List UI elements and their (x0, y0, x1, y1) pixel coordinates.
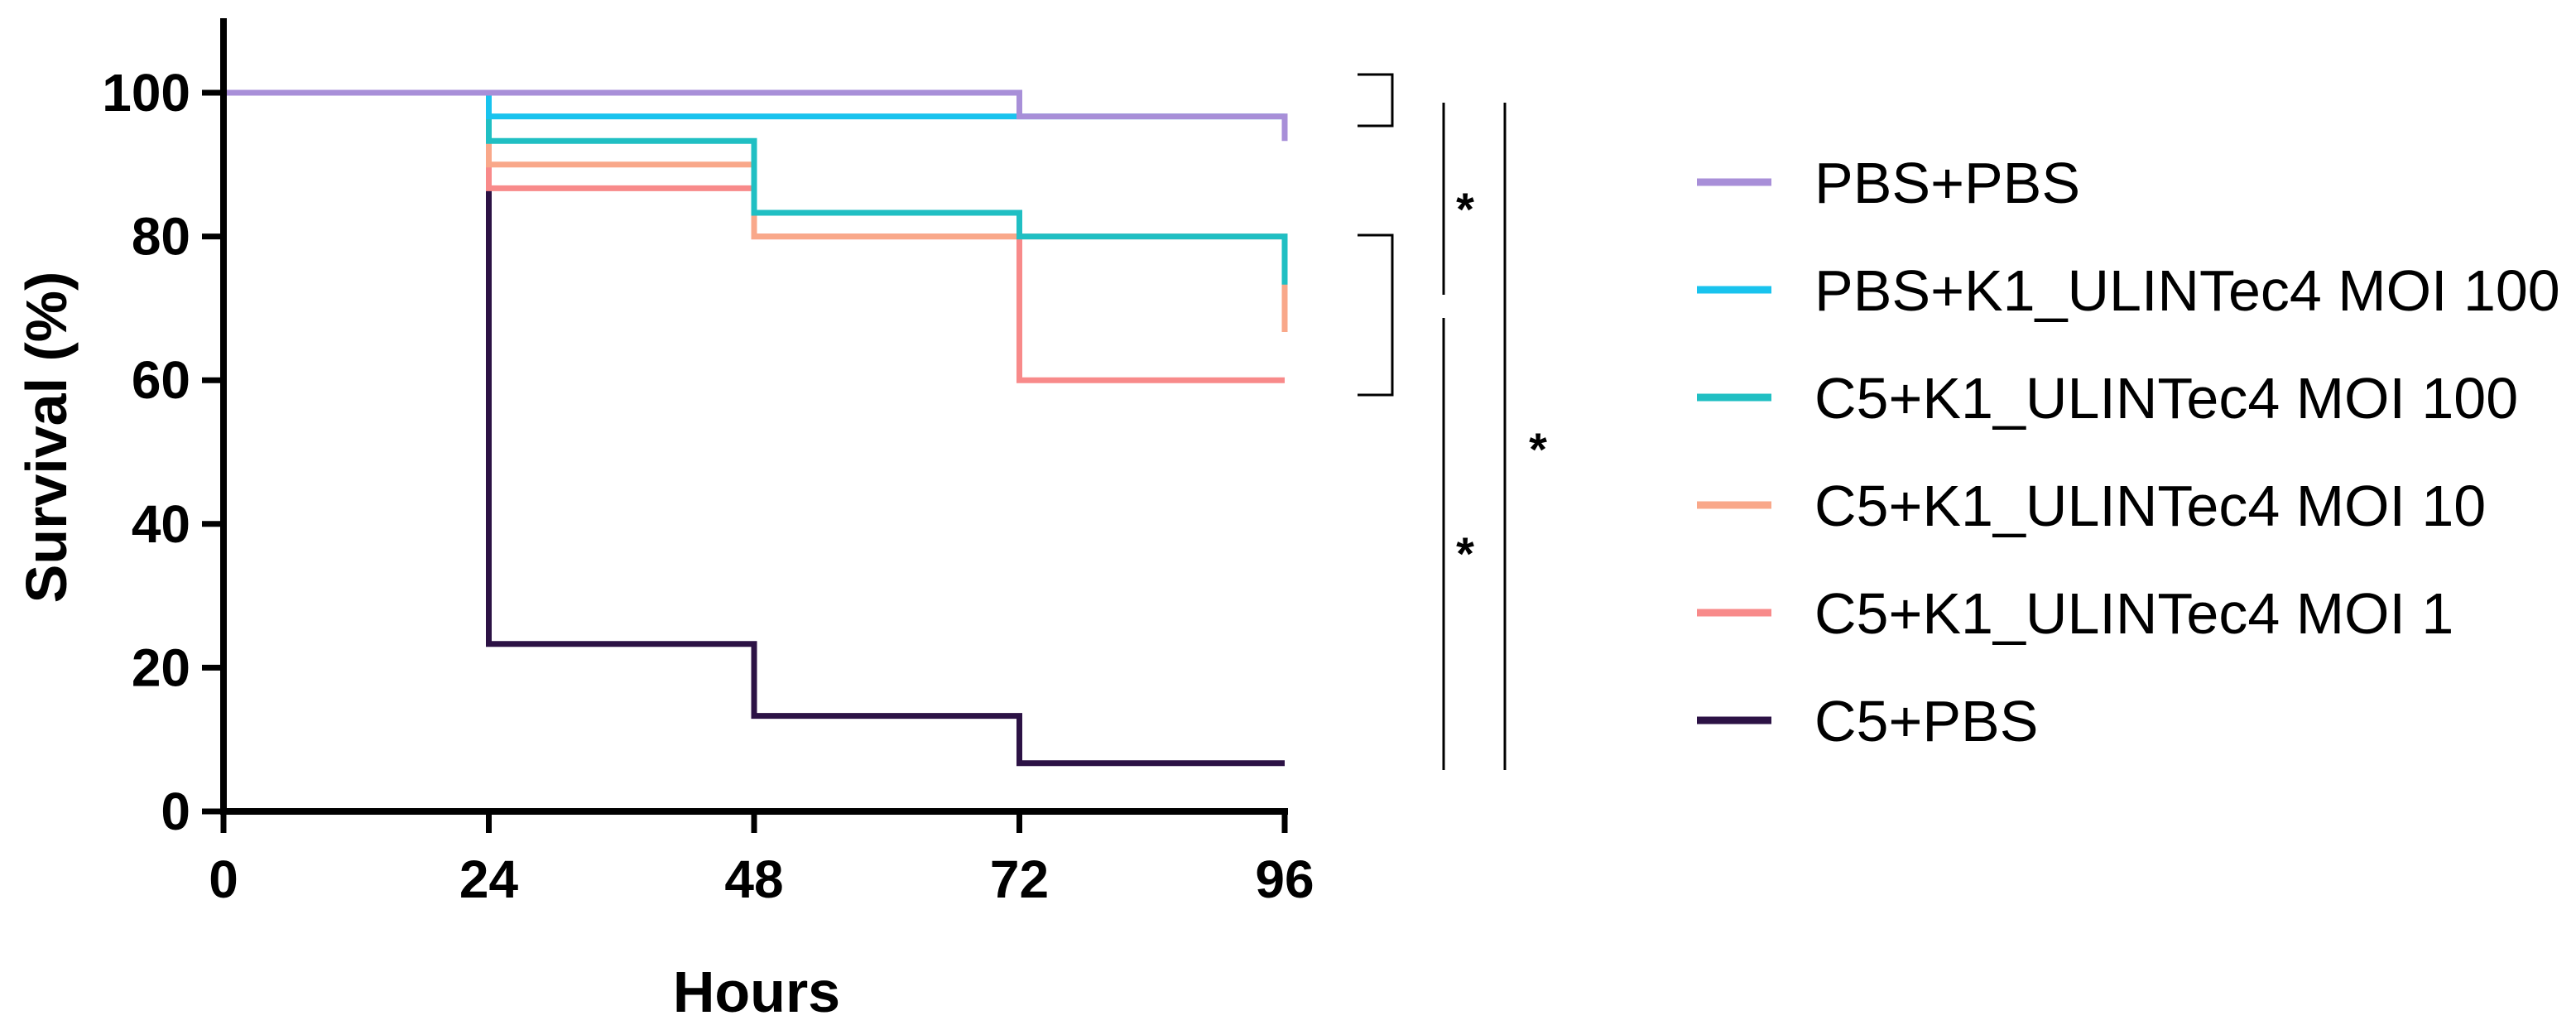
x-tick-label: 0 (209, 850, 238, 909)
y-tick-label: 80 (132, 207, 190, 267)
x-ticks: 0 24 48 72 96 (209, 811, 1314, 909)
x-tick-label: 96 (1255, 850, 1314, 909)
series-line-pbs-k1-ulintec4-moi-100 (223, 89, 1285, 120)
legend-label-c5-k1-ulintec4-moi-100: C5+K1_ULINTec4 MOI 100 (1814, 366, 2518, 431)
plot-lines (223, 89, 1288, 767)
x-tick-label: 24 (459, 850, 519, 909)
x-tick-label: 72 (990, 850, 1049, 909)
x-axis-title: Hours (673, 960, 840, 1024)
legend-label-pbs-pbs: PBS+PBS (1814, 151, 2080, 215)
y-tick-label: 0 (161, 782, 190, 841)
legend: PBS+PBS PBS+K1_ULINTec4 MOI 100 C5+K1_ULIN… (1697, 151, 2560, 753)
series-line-c5-k1-ulintec4-moi-100 (223, 89, 1288, 285)
significance-brackets (1358, 73, 1507, 770)
series-line-pbs-pbs (223, 89, 1288, 142)
legend-label-c5-k1-ulintec4-moi-1: C5+K1_ULINTec4 MOI 1 (1814, 581, 2453, 646)
legend-label-c5-k1-ulintec4-moi-10: C5+K1_ULINTec4 MOI 10 (1814, 474, 2486, 538)
significance-star-1: * (1456, 183, 1474, 235)
legend-label-pbs-k1-ulintec4-moi-100: PBS+K1_ULINTec4 MOI 100 (1814, 258, 2560, 323)
bracket-top (1358, 73, 1394, 128)
y-tick-label: 20 (132, 638, 190, 697)
bracket-middle (1358, 233, 1394, 397)
y-tick-label: 60 (132, 350, 190, 410)
y-tick-label: 40 (132, 494, 190, 554)
significance-star-3: * (1529, 423, 1547, 475)
y-tick-label: 100 (102, 63, 190, 123)
y-axis-title: Survival (%) (14, 272, 79, 604)
significance-star-2: * (1456, 527, 1474, 580)
x-tick-label: 48 (724, 850, 783, 909)
y-ticks: 0 20 40 60 80 100 (102, 63, 223, 841)
legend-label-c5-pbs: C5+PBS (1814, 689, 2038, 753)
